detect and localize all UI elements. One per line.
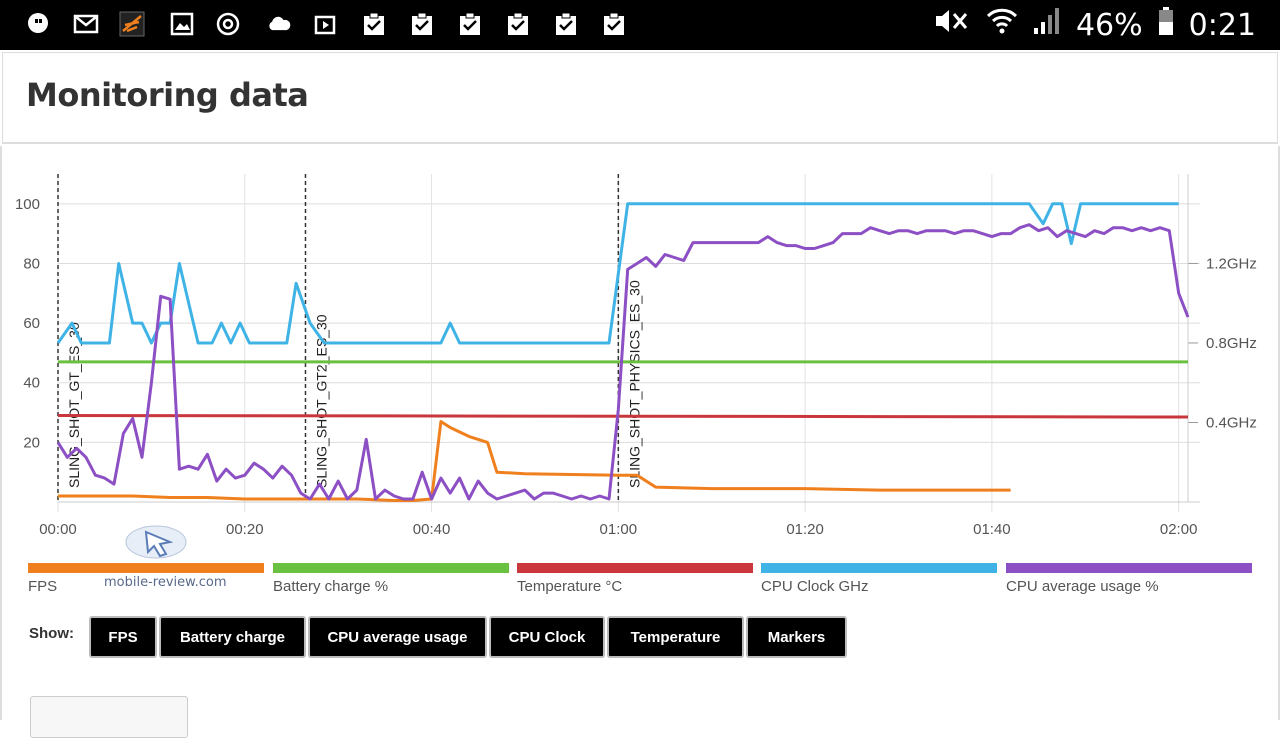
- gmail-icon: [72, 10, 100, 38]
- marker-label: SLING_SHOT_GT_ES_30: [66, 322, 82, 488]
- legend-cpu-clock-swatch: [761, 563, 997, 573]
- y-tick-label: 40: [23, 375, 40, 392]
- legend-cpu-clock-label: CPU Clock GHz: [761, 578, 869, 595]
- y-tick-label: 60: [23, 315, 40, 332]
- title-card: [2, 52, 1278, 144]
- legend-fps-label: FPS: [28, 578, 58, 595]
- wifi-icon: [986, 6, 1018, 44]
- legend-cpu-usage-swatch: [1006, 563, 1252, 573]
- show-label: Show:: [29, 625, 74, 642]
- x-tick-label: 01:40: [973, 521, 1011, 538]
- signal-icon: [1032, 6, 1062, 44]
- x-tick-label: 01:00: [600, 521, 638, 538]
- clipboard-check-icon: [600, 10, 628, 38]
- legend-temperature: Temperature °C: [517, 563, 753, 595]
- battery-icon: [1157, 6, 1175, 44]
- 3dmark-icon: [118, 10, 146, 38]
- cloud-icon: [262, 10, 296, 38]
- marker-label: SLING_SHOT_PHYSICS_ES_30: [626, 280, 642, 488]
- x-tick-label: 00:00: [39, 521, 77, 538]
- mute-icon: [932, 6, 972, 44]
- series-line: [56, 223, 1190, 501]
- x-tick-label: 00:40: [413, 521, 451, 538]
- sync-icon: [214, 10, 242, 38]
- toggle-cpu-clock-button[interactable]: CPU Clock: [489, 616, 605, 658]
- series-line: [57, 414, 1189, 419]
- legend-temperature-swatch: [517, 563, 753, 573]
- legend-temperature-label: Temperature °C: [517, 578, 623, 595]
- chat-bubble-icon: [24, 10, 52, 38]
- legend-cpu-usage-label: CPU average usage %: [1006, 578, 1159, 595]
- legend-fps-swatch: [28, 563, 264, 573]
- frame-left-border: [0, 146, 2, 720]
- x-tick-label: 00:20: [226, 521, 264, 538]
- bottom-panel: [30, 696, 188, 738]
- video-icon: [312, 10, 340, 38]
- legend-fps: FPS: [28, 563, 264, 595]
- clipboard-check-icon: [360, 10, 388, 38]
- watermark-text: mobile-review.com: [104, 575, 227, 590]
- x-tick-label: 01:20: [786, 521, 824, 538]
- clipboard-check-icon: [504, 10, 532, 38]
- toggle-fps-button[interactable]: FPS: [89, 616, 157, 658]
- y-right-tick-label: 0.8GHz: [1206, 335, 1257, 352]
- legend-battery-label: Battery charge %: [273, 578, 389, 595]
- series-line: [56, 202, 1179, 345]
- toggle-markers-button[interactable]: Markers: [746, 616, 847, 658]
- clipboard-check-icon: [408, 10, 436, 38]
- legend-cpu-clock: CPU Clock GHz: [761, 563, 997, 595]
- legend-battery: Battery charge %: [273, 563, 509, 595]
- status-bar: 46% 0:21: [0, 0, 1280, 50]
- frame-right-border: [1278, 146, 1280, 720]
- legend-battery-swatch: [273, 563, 509, 573]
- y-tick-label: 100: [15, 196, 40, 213]
- monitoring-chart: 20 40 60 80 100 0.4GHz 0.8GHz 1.2GHz 00:00 00:20 0…: [15, 174, 1257, 538]
- clipboard-check-icon: [552, 10, 580, 38]
- series-line: [58, 420, 1011, 502]
- clock: 0:21: [1188, 7, 1256, 43]
- marker-label: SLING_SHOT_GT2_ES_30: [313, 314, 329, 488]
- x-tick-label: 02:00: [1160, 521, 1198, 538]
- toggle-cpu-usage-button[interactable]: CPU average usage: [308, 616, 487, 658]
- y-tick-label: 20: [23, 434, 40, 451]
- mobile-review-logo: [125, 525, 187, 559]
- legend-cpu-usage: CPU average usage %: [1006, 563, 1252, 595]
- page-title: Monitoring data: [26, 76, 309, 114]
- toggle-temperature-button[interactable]: Temperature: [607, 616, 744, 658]
- battery-percent: 46%: [1075, 7, 1143, 43]
- y-tick-label: 80: [23, 255, 40, 272]
- toggle-battery-button[interactable]: Battery charge: [159, 616, 306, 658]
- gallery-icon: [168, 10, 196, 38]
- y-right-tick-label: 0.4GHz: [1206, 414, 1257, 431]
- y-right-tick-label: 1.2GHz: [1206, 255, 1257, 272]
- clipboard-check-icon: [456, 10, 484, 38]
